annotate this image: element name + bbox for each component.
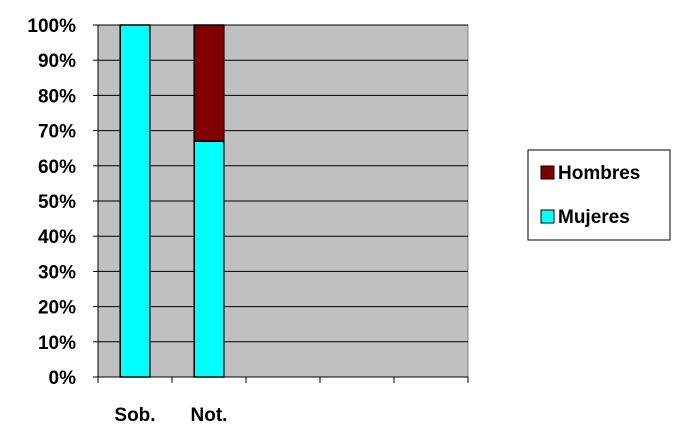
legend: Hombres Mujeres xyxy=(527,149,671,241)
y-tick-label: 60% xyxy=(38,157,76,178)
legend-swatch xyxy=(540,209,555,224)
legend-label: Hombres xyxy=(558,163,640,184)
y-tick-label: 90% xyxy=(38,51,76,72)
bar-mujeres xyxy=(193,140,225,378)
legend-label: Mujeres xyxy=(558,207,630,228)
y-tick-label: 30% xyxy=(38,262,76,283)
legend-box xyxy=(527,149,671,241)
y-tick-label: 100% xyxy=(27,16,76,37)
y-tick-label: 40% xyxy=(38,227,76,248)
x-tick-label: Not. xyxy=(191,405,228,426)
x-tick-label: Sob. xyxy=(114,405,155,426)
y-tick-label: 50% xyxy=(38,192,76,213)
y-tick-label: 70% xyxy=(38,122,76,143)
gridlines xyxy=(98,24,468,343)
bar-mujeres xyxy=(119,24,151,378)
y-axis: 0% 10% 20% 30% 40% 50% 60% 70% 80% 90% 100% xyxy=(27,16,99,389)
y-tick-label: 10% xyxy=(38,333,76,354)
legend-swatch xyxy=(540,165,555,180)
x-axis: Sob. Not. xyxy=(97,376,469,426)
y-tick-label: 0% xyxy=(49,368,77,389)
y-tick-label: 20% xyxy=(38,298,76,319)
y-tick-label: 80% xyxy=(38,86,76,107)
bar-hombres xyxy=(193,24,225,142)
